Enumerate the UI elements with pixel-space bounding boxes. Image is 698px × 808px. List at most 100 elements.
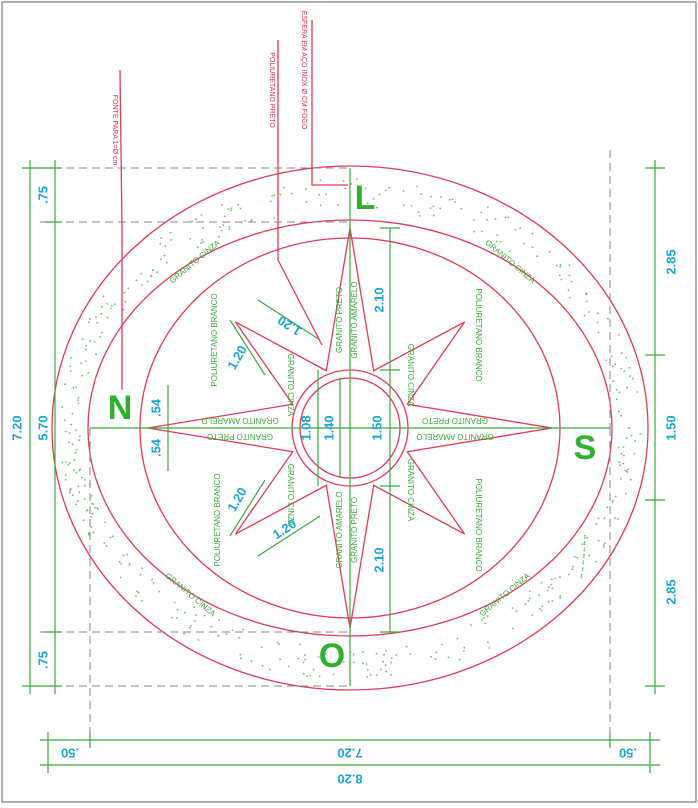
texture-dot bbox=[409, 653, 411, 655]
texture-dot bbox=[273, 194, 275, 196]
texture-dot bbox=[126, 554, 128, 556]
texture-dot bbox=[343, 180, 345, 182]
texture-dot bbox=[390, 662, 392, 664]
texture-dot bbox=[473, 231, 475, 233]
texture-dot bbox=[160, 258, 162, 260]
texture-dot bbox=[153, 582, 155, 584]
texture-dot bbox=[367, 669, 369, 671]
texture-dot bbox=[84, 498, 86, 500]
texture-dot bbox=[73, 469, 75, 471]
texture-dot bbox=[305, 188, 307, 190]
texture-dot bbox=[184, 612, 186, 614]
texture-dot bbox=[569, 275, 571, 277]
dimension-label: 8.20 bbox=[337, 772, 362, 787]
texture-dot bbox=[597, 322, 599, 324]
texture-dot bbox=[531, 614, 533, 616]
texture-dot bbox=[194, 620, 196, 622]
material-label: POLIURETANO BRANCO bbox=[474, 288, 483, 381]
texture-dot bbox=[353, 662, 355, 664]
texture-dot bbox=[221, 204, 223, 206]
texture-dot bbox=[123, 309, 125, 311]
texture-dot bbox=[473, 219, 475, 221]
dimension-label: .75 bbox=[35, 651, 50, 669]
texture-dot bbox=[70, 488, 72, 490]
texture-dot bbox=[304, 659, 306, 661]
texture-dot bbox=[505, 217, 507, 219]
texture-dot bbox=[627, 469, 629, 471]
material-label: POLIURETANO BRANCO bbox=[474, 478, 483, 571]
texture-dot bbox=[103, 542, 105, 544]
texture-dot bbox=[101, 332, 103, 334]
texture-dot bbox=[582, 569, 584, 571]
texture-dot bbox=[136, 280, 138, 282]
texture-dot bbox=[512, 628, 514, 630]
texture-dot bbox=[598, 517, 600, 519]
texture-dot bbox=[388, 187, 390, 189]
texture-dot bbox=[69, 366, 71, 368]
texture-dot bbox=[581, 576, 583, 578]
material-label: GRANITO AMARELO bbox=[201, 416, 278, 425]
texture-dot bbox=[273, 217, 275, 219]
texture-dot bbox=[582, 567, 584, 569]
texture-dot bbox=[607, 506, 609, 508]
texture-dot bbox=[615, 496, 617, 498]
texture-dot bbox=[262, 665, 264, 667]
texture-dot bbox=[572, 566, 574, 568]
texture-dot bbox=[623, 455, 625, 457]
texture-dot bbox=[614, 517, 616, 519]
texture-dot bbox=[623, 370, 625, 372]
texture-dot bbox=[481, 619, 483, 621]
texture-dot bbox=[586, 301, 588, 303]
texture-dot bbox=[110, 308, 112, 310]
texture-dot bbox=[218, 236, 220, 238]
texture-dot bbox=[539, 608, 541, 610]
texture-dot bbox=[430, 656, 432, 658]
texture-dot bbox=[90, 516, 92, 518]
texture-dot bbox=[228, 226, 230, 228]
material-label: GRANITO CINZA bbox=[163, 571, 217, 619]
texture-dot bbox=[512, 607, 514, 609]
texture-dot bbox=[204, 615, 206, 617]
texture-dot bbox=[69, 432, 71, 434]
texture-dot bbox=[559, 597, 561, 599]
texture-dot bbox=[195, 218, 197, 220]
texture-dot bbox=[449, 199, 451, 201]
texture-dot bbox=[604, 542, 606, 544]
texture-dot bbox=[529, 598, 531, 600]
texture-dot bbox=[496, 234, 498, 236]
texture-dot bbox=[385, 671, 387, 673]
texture-dot bbox=[618, 411, 620, 413]
texture-dot bbox=[197, 246, 199, 248]
texture-dot bbox=[598, 540, 600, 542]
texture-dot bbox=[217, 635, 219, 637]
texture-dot bbox=[571, 568, 573, 570]
texture-dot bbox=[366, 676, 368, 678]
texture-dot bbox=[91, 495, 93, 497]
texture-dot bbox=[370, 674, 372, 676]
texture-dot bbox=[125, 301, 127, 303]
texture-dot bbox=[223, 224, 225, 226]
material-label: GRANITO AMARELO bbox=[416, 432, 493, 441]
texture-dot bbox=[72, 413, 74, 415]
texture-dot bbox=[70, 370, 72, 372]
texture-dot bbox=[487, 615, 489, 617]
texture-dot bbox=[574, 556, 576, 558]
cardinal: O bbox=[319, 637, 345, 675]
texture-dot bbox=[159, 243, 161, 245]
texture-dot bbox=[89, 340, 91, 342]
texture-dot bbox=[481, 231, 483, 233]
texture-dot bbox=[147, 281, 149, 283]
texture-dot bbox=[495, 218, 497, 220]
texture-dot bbox=[82, 339, 84, 341]
texture-dot bbox=[379, 194, 381, 196]
texture-dot bbox=[454, 201, 456, 203]
texture-dot bbox=[242, 629, 244, 631]
texture-dot bbox=[551, 578, 553, 580]
texture-dot bbox=[195, 614, 197, 616]
texture-dot bbox=[435, 658, 437, 660]
texture-dot bbox=[72, 443, 74, 445]
texture-dot bbox=[151, 579, 153, 581]
texture-dot bbox=[200, 214, 202, 216]
texture-dot bbox=[229, 228, 231, 230]
texture-dot bbox=[582, 543, 584, 545]
